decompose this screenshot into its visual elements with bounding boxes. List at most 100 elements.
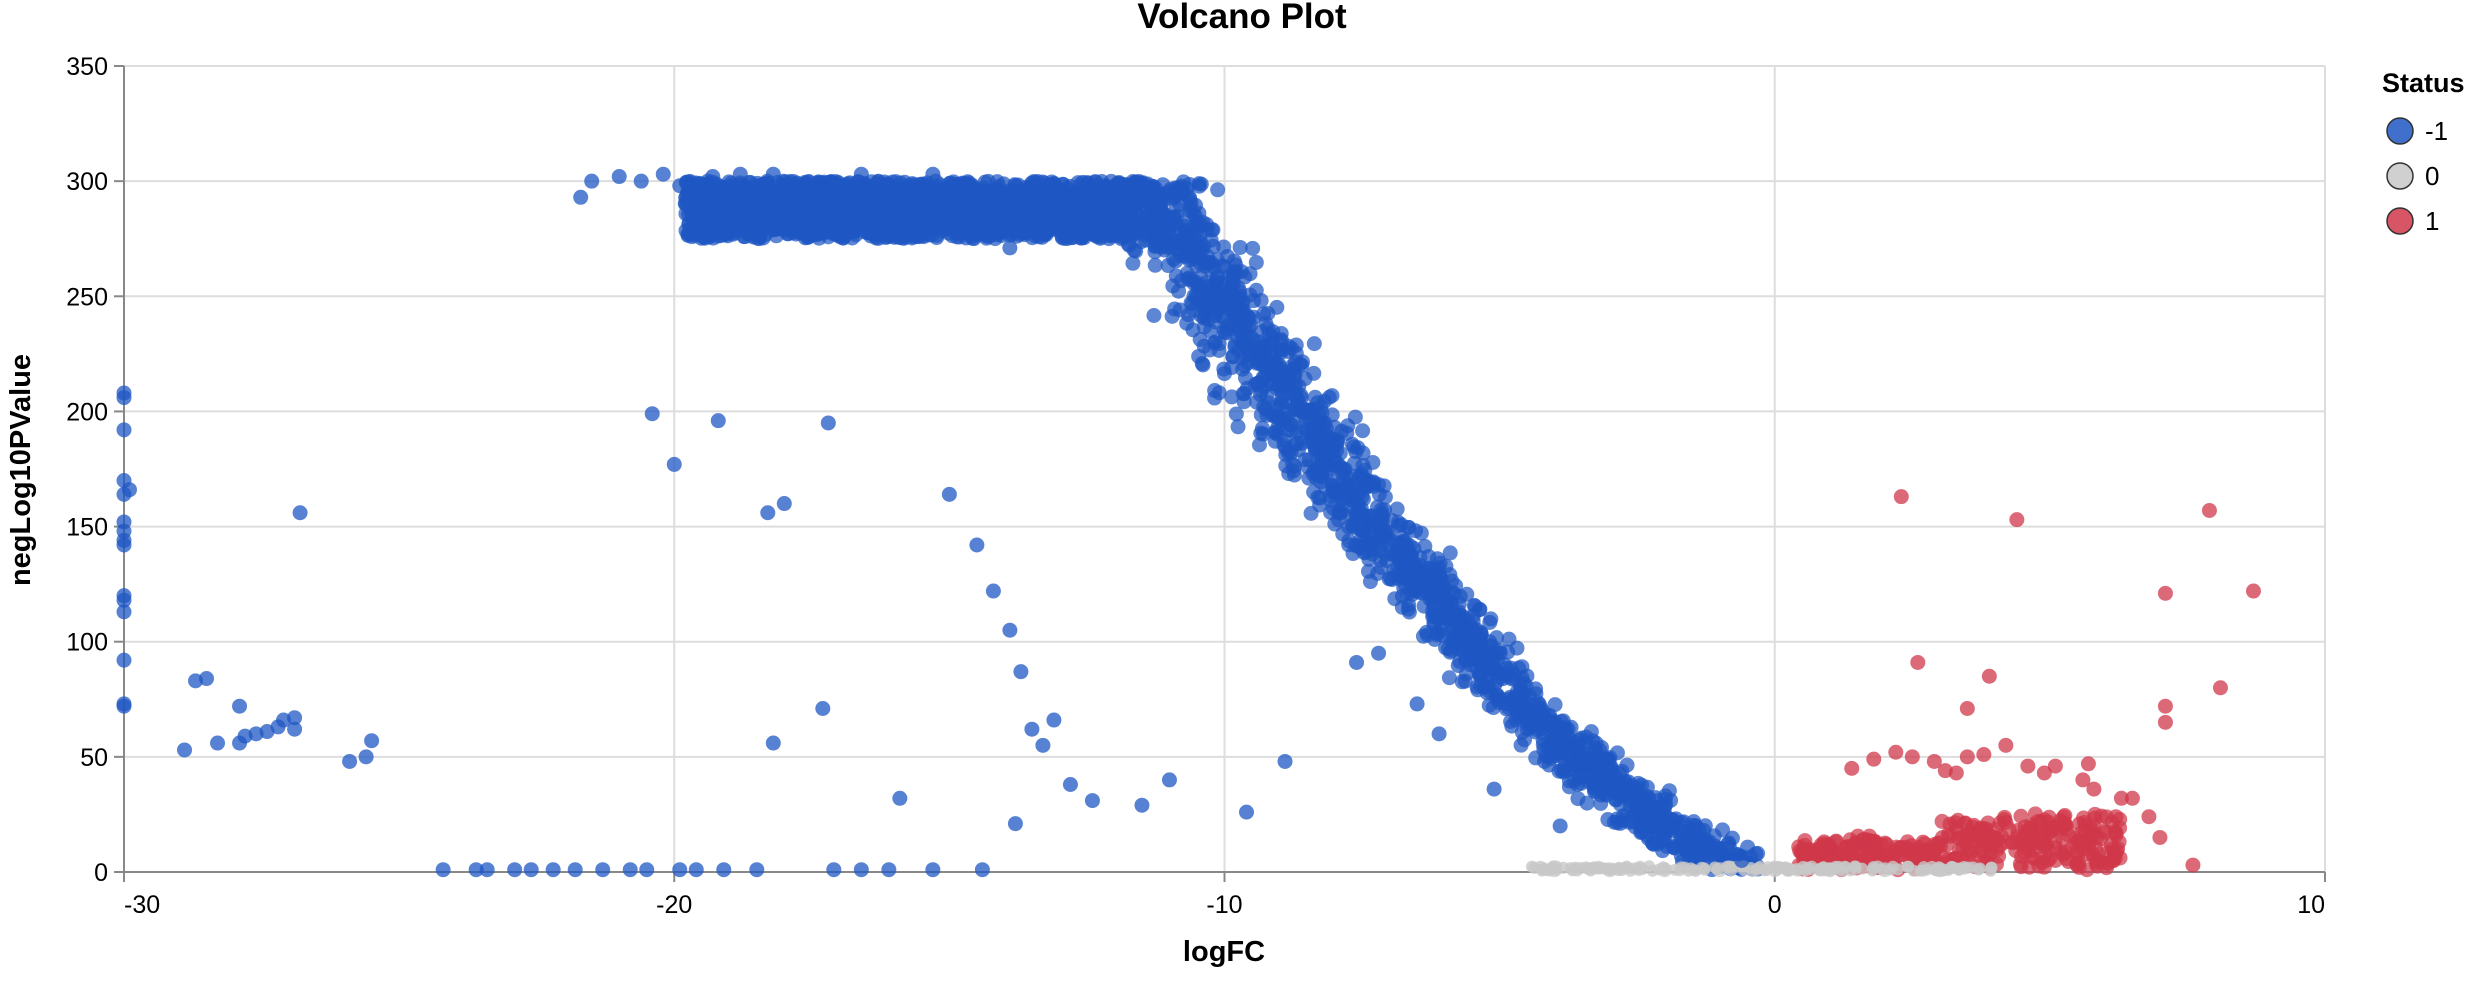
data-point bbox=[1446, 586, 1462, 602]
data-point bbox=[1013, 664, 1029, 680]
data-point bbox=[1511, 660, 1527, 676]
x-tick-label: -30 bbox=[124, 891, 160, 919]
data-point bbox=[1251, 437, 1267, 453]
legend: Status -1 0 1 bbox=[2382, 68, 2465, 236]
data-point bbox=[1606, 779, 1622, 795]
data-point bbox=[1377, 489, 1393, 505]
data-point bbox=[1849, 862, 1862, 875]
data-point bbox=[1231, 290, 1247, 306]
data-point bbox=[925, 166, 941, 182]
data-point bbox=[1441, 670, 1457, 686]
data-point bbox=[857, 215, 873, 231]
data-point bbox=[1303, 505, 1319, 521]
data-point bbox=[1391, 565, 1407, 581]
data-point bbox=[925, 862, 941, 878]
data-point bbox=[1712, 862, 1728, 878]
data-point bbox=[116, 698, 132, 714]
data-point bbox=[1555, 713, 1571, 729]
data-point bbox=[1228, 406, 1244, 422]
data-point bbox=[644, 406, 660, 422]
data-point bbox=[116, 604, 132, 620]
data-point bbox=[899, 178, 915, 194]
data-point bbox=[1554, 763, 1570, 779]
data-point bbox=[1209, 270, 1225, 286]
data-point bbox=[1062, 776, 1078, 792]
y-axis-title: negLog10PValue bbox=[5, 354, 37, 586]
legend-swatch bbox=[2386, 117, 2414, 145]
data-point bbox=[116, 592, 132, 608]
data-point bbox=[820, 415, 836, 431]
data-point bbox=[1097, 185, 1113, 201]
data-point bbox=[1165, 278, 1181, 294]
data-point bbox=[942, 175, 958, 191]
data-point bbox=[1547, 862, 1563, 878]
data-point bbox=[1018, 225, 1034, 241]
data-point bbox=[1224, 360, 1240, 376]
data-point bbox=[1352, 470, 1368, 486]
data-point bbox=[756, 194, 772, 210]
data-point bbox=[116, 652, 132, 668]
data-point bbox=[1100, 203, 1116, 219]
data-point bbox=[1326, 457, 1342, 473]
y-tick-label: 150 bbox=[66, 514, 108, 542]
data-point bbox=[2124, 790, 2140, 806]
data-point bbox=[1877, 862, 1893, 878]
data-point bbox=[1353, 522, 1369, 538]
data-point bbox=[1211, 385, 1227, 401]
data-point bbox=[1681, 827, 1697, 843]
data-point bbox=[1750, 864, 1763, 877]
data-point bbox=[844, 179, 860, 195]
data-point bbox=[1274, 389, 1290, 405]
data-point bbox=[1959, 749, 1975, 765]
data-point bbox=[1429, 551, 1445, 567]
x-axis-title: logFC bbox=[1183, 936, 1265, 968]
data-point bbox=[1509, 640, 1525, 656]
data-point bbox=[907, 203, 923, 219]
data-point bbox=[1371, 645, 1387, 661]
data-point bbox=[1893, 489, 1909, 505]
data-point bbox=[1336, 491, 1352, 507]
data-point bbox=[2036, 765, 2052, 781]
data-point bbox=[672, 862, 688, 878]
data-point bbox=[1536, 704, 1552, 720]
data-point bbox=[1083, 221, 1099, 237]
data-point bbox=[177, 742, 193, 758]
data-point bbox=[1230, 419, 1246, 435]
data-point bbox=[1160, 258, 1176, 274]
data-point bbox=[1177, 219, 1193, 235]
data-point bbox=[2111, 834, 2127, 850]
data-point bbox=[116, 486, 132, 502]
data-point bbox=[1035, 174, 1051, 190]
legend-entries: -1 0 1 bbox=[2386, 116, 2448, 236]
data-point bbox=[1362, 574, 1378, 590]
data-point bbox=[1478, 649, 1494, 665]
data-point bbox=[756, 210, 772, 226]
data-point bbox=[1259, 362, 1275, 378]
data-point bbox=[1308, 412, 1324, 428]
data-points bbox=[116, 166, 2261, 878]
data-point bbox=[704, 208, 720, 224]
data-point bbox=[1124, 227, 1140, 243]
data-point bbox=[1322, 488, 1338, 504]
data-point bbox=[1413, 525, 1429, 541]
data-point bbox=[678, 223, 694, 239]
data-point bbox=[1998, 737, 2014, 753]
data-point bbox=[1467, 598, 1483, 614]
data-point bbox=[1146, 308, 1162, 324]
data-point bbox=[364, 733, 380, 749]
data-point bbox=[1181, 307, 1197, 323]
data-point bbox=[1767, 862, 1783, 878]
data-point bbox=[1888, 744, 1904, 760]
data-point bbox=[232, 698, 248, 714]
data-point bbox=[1409, 696, 1425, 712]
data-point bbox=[1032, 185, 1048, 201]
data-point bbox=[1583, 770, 1599, 786]
data-point bbox=[985, 583, 1001, 599]
data-point bbox=[573, 189, 589, 205]
data-point bbox=[2086, 781, 2102, 797]
data-point bbox=[1308, 423, 1324, 439]
chart-title: Volcano Plot bbox=[1137, 0, 1347, 36]
data-point bbox=[342, 753, 358, 769]
data-point bbox=[1433, 610, 1449, 626]
